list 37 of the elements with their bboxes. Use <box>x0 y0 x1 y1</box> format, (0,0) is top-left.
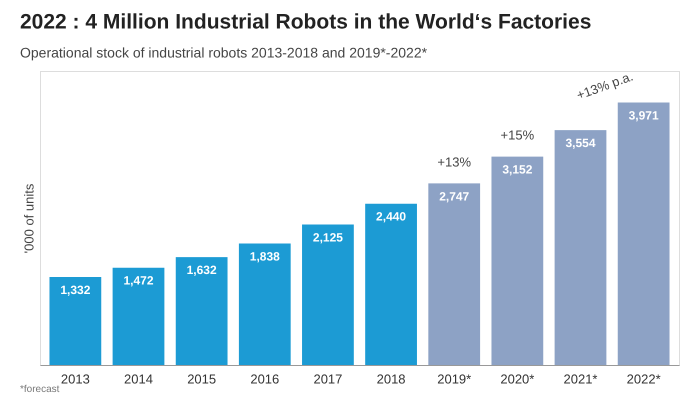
data-label: 1,332 <box>60 282 91 297</box>
chart-subtitle: Operational stock of industrial robots 2013-2018 and 2019*-2022* <box>20 44 428 60</box>
x-tick-label: 2018 <box>376 372 406 386</box>
data-label: 1,632 <box>186 263 217 278</box>
x-tick-label: 2014 <box>124 372 153 386</box>
data-label: 2,125 <box>312 230 344 245</box>
x-tick-label: 2013 <box>60 372 90 386</box>
bar <box>365 204 417 365</box>
data-label: 3,152 <box>502 162 533 177</box>
annotation: +13% <box>437 154 472 170</box>
bar <box>238 244 291 365</box>
bar <box>112 268 164 365</box>
bar <box>302 224 354 365</box>
x-tick-label: 2021* <box>564 372 598 386</box>
text: *forecast <box>20 384 60 395</box>
x-tick-label: 2020* <box>500 372 534 386</box>
x-tick-label: 2019* <box>437 372 472 386</box>
bar <box>491 156 544 365</box>
y-axis-title: '000 of units <box>22 183 36 254</box>
data-label: 3,971 <box>628 108 659 122</box>
x-tick-label: 2015 <box>187 372 216 386</box>
data-label: 2,440 <box>376 210 406 224</box>
bar <box>554 130 606 365</box>
annotation: +13% p.a. <box>574 68 635 103</box>
data-label: 2,747 <box>439 189 470 204</box>
annotation: +15% <box>500 128 535 143</box>
data-label: 3,554 <box>565 136 596 150</box>
x-tick-label: 2017 <box>313 372 342 386</box>
bar <box>176 257 228 365</box>
chart-title: 2022 : 4 Million Industrial Robots in the World‘s Factories <box>20 10 592 34</box>
data-label: 1,838 <box>250 250 280 264</box>
bar <box>618 102 670 365</box>
bar <box>49 276 102 365</box>
data-label: 1,472 <box>123 274 154 288</box>
x-tick-label: 2016 <box>250 372 280 386</box>
bar <box>428 183 480 365</box>
x-tick-label: 2022* <box>626 372 661 386</box>
